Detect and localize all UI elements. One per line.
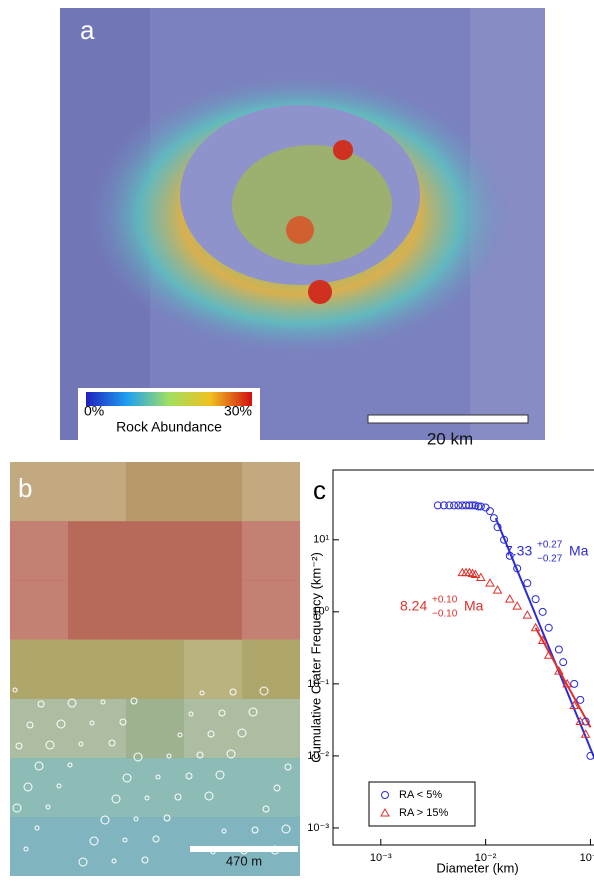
terrain-tile [126,758,184,818]
age-error-minus: −0.27 [537,554,563,565]
page: 0% 30% Rock Abundance 20 km a 470 m b c … [0,0,594,876]
panel-label: a [80,15,95,45]
terrain-tile [68,580,126,640]
terrain-tile [184,580,242,640]
y-tick-label: 10⁻³ [307,822,329,834]
age-unit: Ma [569,543,589,559]
terrain-tile [68,817,126,876]
terrain-tile [242,580,300,640]
scale-bar [368,415,528,423]
terrain-tile [68,699,126,759]
scale-bar [190,846,298,852]
terrain-tile [242,462,300,522]
x-tick-label: 10⁻³ [370,852,392,864]
x-tick-label: 10⁻¹ [580,852,594,864]
age-value: 7.33 [505,543,532,559]
terrain-tile [10,521,68,581]
terrain-tile [126,580,184,640]
terrain-tile [242,699,300,759]
terrain-tile [68,640,126,700]
y-tick-label: 10¹ [313,534,329,546]
rock-hotspot [286,216,314,244]
terrain-tile [126,521,184,581]
legend-label: RA < 5% [399,789,442,801]
age-unit: Ma [464,598,484,614]
age-error-minus: −0.10 [432,609,458,620]
crater-floor [232,145,392,265]
terrain-tile [68,521,126,581]
panel-label: c [313,475,326,505]
terrain-tile [126,462,184,522]
terrain-tile [10,580,68,640]
terrain-tile [126,817,184,876]
terrain-tile [184,699,242,759]
panel-a: 0% 30% Rock Abundance 20 km a [60,8,545,448]
terrain-tile [10,640,68,700]
terrain-tile [184,462,242,522]
rock-hotspot [308,280,332,304]
rock-hotspot [333,140,353,160]
colorbar-max: 30% [224,403,252,419]
panel-label: b [18,473,32,503]
age-error-plus: +0.27 [537,540,563,551]
terrain-tile [184,758,242,818]
terrain-tile [68,758,126,818]
figure: 0% 30% Rock Abundance 20 km a 470 m b c … [0,0,594,876]
terrain-tile [242,640,300,700]
colorbar-title: Rock Abundance [116,419,222,435]
terrain-tile [126,640,184,700]
terrain-tile [10,817,68,876]
panel-b [10,462,300,876]
x-axis-label: Diameter (km) [436,860,518,875]
scale-label: 20 km [427,429,473,448]
scale-label: 470 m [226,853,262,868]
terrain-tile [184,521,242,581]
terrain-tile [68,462,126,522]
y-axis-label: Cumulative Crater Frequency (km⁻²) [308,552,323,763]
legend-label: RA > 15% [399,807,448,819]
terrain-tile [184,640,242,700]
age-error-plus: +0.10 [432,595,458,606]
terrain-tile [126,699,184,759]
terrain-tile [242,521,300,581]
colorbar-min: 0% [84,403,104,419]
age-value: 8.24 [400,598,427,614]
